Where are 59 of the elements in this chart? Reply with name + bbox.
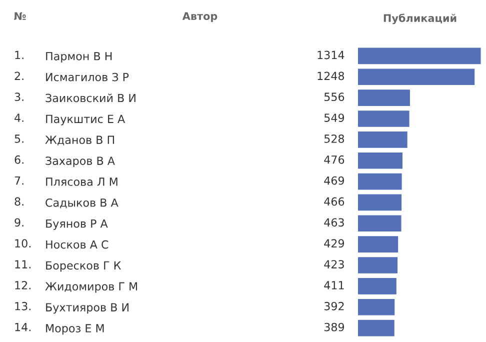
data-label: 469	[324, 176, 344, 185]
text: Автор	[182, 12, 218, 22]
y-tick-label: Бухтияров В И	[46, 303, 128, 314]
text: 1.	[15, 50, 24, 60]
bar	[358, 257, 398, 274]
y-tick-label: Боресков Г К	[46, 261, 121, 272]
y-tick-label: Заиковский В И	[46, 94, 136, 102]
data-label: 1248	[318, 72, 344, 80]
data-label: 556	[324, 92, 344, 102]
bar	[358, 298, 395, 316]
text: 14.	[15, 323, 30, 332]
y-tick-label: Захаров В А	[46, 156, 115, 168]
text: 13.	[15, 302, 30, 310]
text: 9.	[14, 218, 24, 227]
data-label: 1314	[318, 50, 344, 60]
bar	[358, 48, 481, 64]
y-tick-label: Жидомиров Г М	[45, 282, 138, 293]
y-tick-label: Исмагилов З Р	[46, 72, 129, 82]
bar	[358, 194, 402, 211]
bar	[358, 278, 396, 294]
text: №	[14, 12, 26, 20]
bar	[358, 68, 475, 86]
data-label: 466	[324, 197, 344, 206]
data-label: 392	[324, 302, 344, 310]
y-tick-label: Жданов В П	[45, 136, 114, 146]
text: 4.	[14, 114, 24, 122]
text: 2.	[14, 72, 24, 80]
data-label: 429	[324, 239, 344, 248]
bar	[358, 152, 402, 169]
bar	[358, 215, 402, 232]
text: 3.	[14, 92, 24, 102]
data-label: 389	[324, 322, 344, 332]
data-label: 411	[324, 281, 344, 290]
text: 10.	[15, 239, 30, 248]
bar	[358, 320, 394, 336]
x-axis-title: Публикаций	[384, 14, 456, 24]
y-tick-label: Пармон В Н	[46, 52, 112, 62]
y-tick-label: Паукштис Е А	[46, 114, 126, 126]
text: 8.	[14, 197, 24, 206]
bar	[358, 173, 402, 190]
y-tick-label: Плясова Л М	[46, 178, 118, 186]
bar	[358, 132, 408, 148]
bar	[358, 90, 410, 106]
y-tick-label: Носков А С	[46, 240, 108, 249]
data-label: 476	[324, 155, 344, 164]
bar	[358, 110, 410, 127]
text: 11.	[15, 260, 30, 268]
y-tick-label: Буянов Р А	[46, 220, 108, 230]
bar	[358, 236, 398, 252]
data-label: 549	[324, 114, 344, 122]
data-label: 423	[324, 260, 344, 268]
text: 12.	[15, 281, 30, 290]
text: 5.	[14, 134, 24, 143]
data-label: 463	[324, 218, 344, 227]
data-label: 528	[324, 134, 344, 143]
y-tick-label: Мороз Е М	[46, 324, 104, 335]
text: 6.	[14, 155, 24, 164]
text: 7.	[14, 176, 24, 185]
y-tick-label: Садыков В А	[46, 198, 118, 208]
